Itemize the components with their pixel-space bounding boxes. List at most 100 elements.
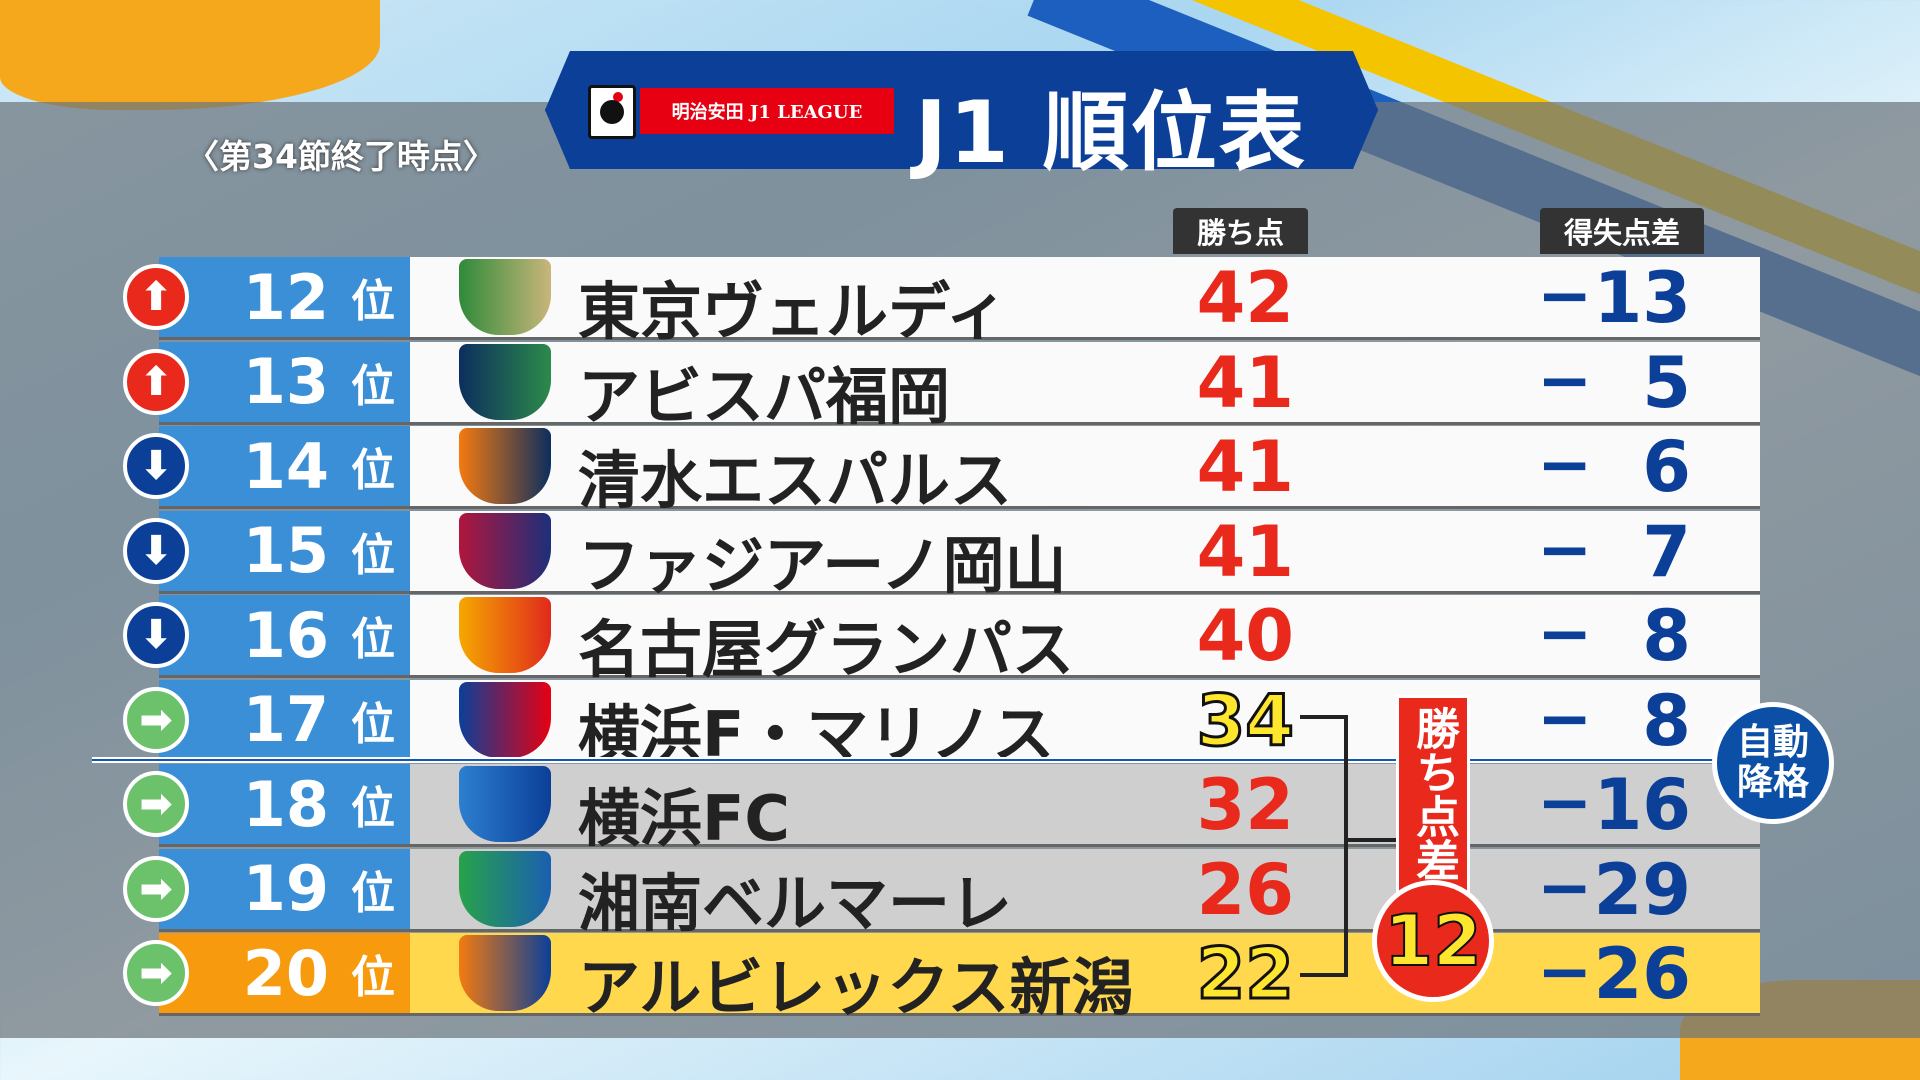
goal-diff-value: 8 — [1642, 679, 1691, 762]
rank-suffix: 位 — [351, 698, 395, 750]
rank-cell: ⬆ 12 位 — [123, 257, 410, 337]
trend-down-icon: ⬇ — [123, 602, 189, 668]
team-crest-icon — [459, 512, 551, 589]
team-name: アルビレックス新潟 — [578, 951, 1134, 1024]
goal-diff-value: 6 — [1642, 426, 1691, 508]
rank-number: 19 — [242, 852, 329, 925]
points-value: 22 — [1195, 932, 1295, 1017]
goal-diff-sign: − — [1537, 764, 1593, 841]
rank-number: 13 — [242, 345, 329, 418]
standings-row: ⬇ 15 位 ファジアーノ岡山 41 − 7 — [123, 510, 1760, 602]
rank-number: 12 — [242, 260, 329, 334]
trend-down-icon: ⬇ — [123, 433, 189, 499]
rank-suffix: 位 — [351, 529, 395, 581]
standings-row: ➡ 17 位 横浜F・マリノス 34 − 8 — [123, 678, 1760, 771]
rank-cell: ⬇ 15 位 — [123, 510, 410, 591]
goal-diff-value: 5 — [1642, 341, 1691, 424]
rank-cell: ➡ 20 位 — [123, 933, 410, 1013]
rank-suffix: 位 — [351, 614, 395, 665]
rank-suffix: 位 — [351, 783, 395, 834]
trend-same-icon: ➡ — [123, 771, 189, 837]
rank-cell: ➡ 19 位 — [123, 848, 410, 929]
points-value: 42 — [1196, 257, 1294, 339]
team-crest-icon — [459, 850, 551, 927]
rank-suffix: 位 — [351, 867, 395, 919]
bracket-connector — [1346, 838, 1396, 842]
trend-same-icon: ➡ — [123, 855, 189, 922]
page-title: J1 順位表 — [915, 83, 1307, 183]
relegation-text-1: 自動 — [1736, 722, 1809, 764]
trend-same-icon: ➡ — [123, 940, 189, 1006]
standings-row: ➡ 18 位 横浜FC 32 − 16 — [123, 764, 1760, 855]
rank-number: 17 — [242, 683, 329, 756]
rank-number: 18 — [242, 767, 329, 841]
team-name: 横浜FC — [578, 782, 790, 855]
goal-diff-value: 16 — [1593, 764, 1691, 846]
team-crest-icon — [459, 343, 551, 420]
rank-number: 20 — [242, 936, 329, 1010]
team-crest-icon — [459, 259, 551, 335]
team-name: アビスパ福岡 — [578, 359, 951, 433]
team-crest-icon — [459, 681, 551, 758]
team-name: ファジアーノ岡山 — [578, 528, 1067, 602]
goal-diff-sign: − — [1537, 426, 1593, 503]
goal-diff-sign: − — [1537, 595, 1593, 672]
team-name: 名古屋グランパス — [578, 613, 1075, 686]
auto-relegation-badge: 自動 降格 — [1712, 702, 1834, 824]
rank-number: 14 — [242, 429, 329, 503]
points-value: 40 — [1196, 595, 1294, 677]
points-value: 26 — [1196, 848, 1294, 931]
matchday-subtitle: 〈第34節終了時点〉 — [186, 137, 496, 176]
goal-diff-value: 13 — [1593, 257, 1691, 339]
rank-suffix: 位 — [351, 276, 395, 327]
standings-row: ⬇ 16 位 名古屋グランパス 40 − 8 — [123, 595, 1760, 686]
relegation-text-2: 降格 — [1736, 762, 1809, 803]
goal-diff-sign: − — [1537, 679, 1593, 757]
points-value: 41 — [1196, 510, 1294, 593]
goal-diff-sign: − — [1537, 257, 1593, 334]
relegation-line — [92, 757, 1740, 763]
rank-cell: ⬇ 16 位 — [123, 595, 410, 675]
team-name: 東京ヴェルディ — [578, 275, 1008, 348]
standings-row: ➡ 19 位 湘南ベルマーレ 26 − 29 — [123, 848, 1760, 940]
rank-suffix: 位 — [351, 445, 395, 496]
points-gap-value: 12 — [1372, 880, 1494, 1002]
points-value: 41 — [1196, 426, 1294, 508]
standings-row: ⬆ 13 位 アビスパ福岡 41 − 5 — [123, 341, 1760, 433]
goal-diff-sign: − — [1537, 848, 1593, 926]
goal-diff-value: 7 — [1642, 510, 1691, 593]
points-value: 41 — [1196, 341, 1294, 424]
league-label: 明治安田 J1 LEAGUE — [640, 88, 894, 134]
trend-up-icon: ⬆ — [123, 348, 189, 415]
goal-diff-sign: − — [1537, 510, 1593, 588]
rank-cell: ➡ 18 位 — [123, 764, 410, 844]
team-name: 清水エスパルス — [578, 444, 1013, 517]
rank-cell: ➡ 17 位 — [123, 679, 410, 760]
goal-diff-header: 得失点差 — [1540, 208, 1704, 254]
team-crest-icon — [459, 597, 551, 673]
standings-row: ⬆ 12 位 東京ヴェルディ 42 − 13 — [123, 257, 1760, 348]
team-crest-icon — [459, 428, 551, 504]
standings-row: ➡ 20 位 アルビレックス新潟 22 − 26 — [123, 932, 1760, 1024]
bg-splash — [0, 0, 380, 110]
rank-suffix: 位 — [351, 952, 395, 1003]
team-crest-icon — [459, 766, 551, 842]
goal-diff-sign: − — [1537, 933, 1593, 1010]
points-value: 34 — [1195, 678, 1295, 763]
team-name: 湘南ベルマーレ — [578, 866, 1013, 940]
trend-up-icon: ⬆ — [123, 264, 189, 330]
goal-diff-value: 29 — [1593, 848, 1691, 931]
rank-cell: ⬆ 13 位 — [123, 341, 410, 422]
points-header: 勝ち点 — [1173, 208, 1308, 254]
standings-row: ⬇ 14 位 清水エスパルス 41 − 6 — [123, 426, 1760, 517]
team-crest-icon — [459, 935, 551, 1011]
goal-diff-sign: − — [1537, 341, 1593, 419]
rank-number: 16 — [242, 598, 329, 672]
goal-diff-value: 26 — [1593, 933, 1691, 1015]
j-league-logo — [588, 85, 636, 139]
rank-number: 15 — [242, 514, 329, 587]
goal-diff-value: 8 — [1642, 595, 1691, 677]
trend-same-icon: ➡ — [123, 686, 189, 753]
points-value: 32 — [1196, 764, 1294, 846]
bracket-line — [1300, 715, 1348, 977]
